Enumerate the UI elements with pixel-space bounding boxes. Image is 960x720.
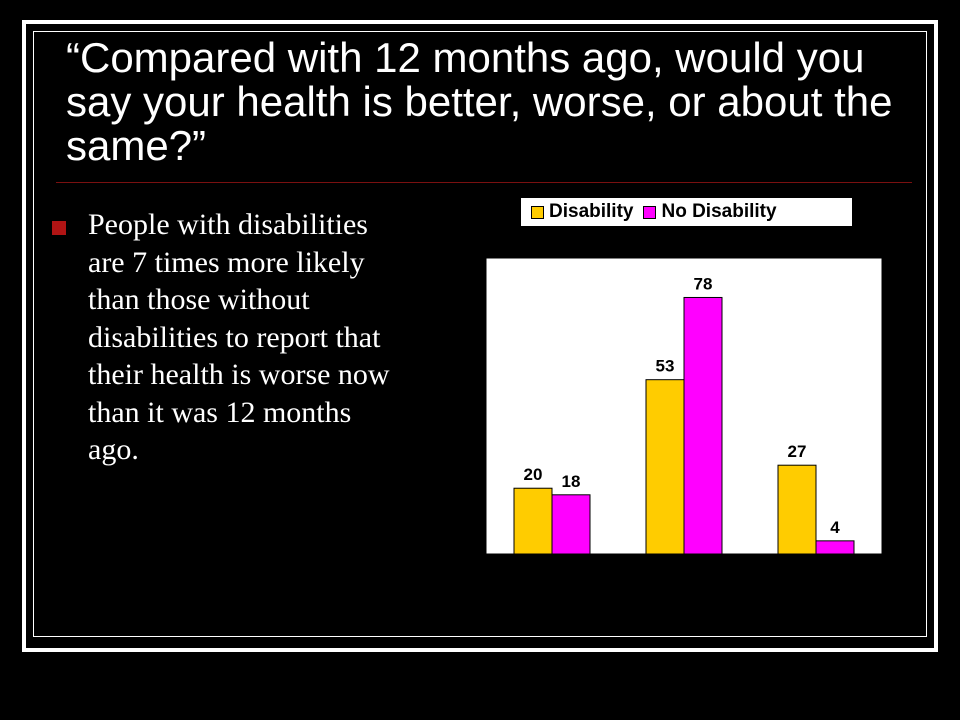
slide-outer-border <box>22 20 938 652</box>
data-label: 27 <box>788 442 807 461</box>
bullet-text: People with disabilities are 7 times mor… <box>88 208 390 466</box>
chart-legend: Disability No Disability <box>520 197 853 227</box>
y-tick-label: 60 <box>459 348 478 367</box>
data-label: 53 <box>656 357 675 376</box>
data-label: 78 <box>694 274 713 293</box>
bar-no-disability <box>551 494 591 555</box>
bar-chart: 0 10 20 30 40 50 60 70 80 90 20 18 Better 53 78 Same 27 4… <box>459 249 883 599</box>
title-divider <box>56 182 912 183</box>
x-tick-label: Worse <box>786 577 847 599</box>
y-tick-label: 70 <box>459 315 478 334</box>
legend-swatch-no-disability <box>643 205 657 219</box>
data-label: 4 <box>830 518 840 537</box>
bar-disability <box>777 464 817 555</box>
legend-item-disability: Disability <box>531 201 633 223</box>
bar-disability <box>645 379 685 555</box>
legend-label-disability: Disability <box>549 201 634 222</box>
data-label: 18 <box>562 472 581 491</box>
legend-item-no-disability: No Disability <box>643 201 777 223</box>
bar-no-disability <box>815 540 855 555</box>
y-tick-label: 40 <box>459 413 478 432</box>
slide-title: “Compared with 12 months ago, would you … <box>66 34 893 169</box>
x-tick-label: Better <box>523 577 581 599</box>
slide-inner-border <box>33 31 927 637</box>
bullet-square-icon <box>52 221 66 235</box>
legend-label-no-disability: No Disability <box>661 201 777 222</box>
y-tick-label: 0 <box>469 545 478 564</box>
data-label: 20 <box>524 465 543 484</box>
legend-swatch-disability <box>531 205 544 219</box>
y-tick-label: 80 <box>459 282 478 301</box>
y-tick-label: 50 <box>459 381 478 400</box>
y-tick-label: 20 <box>459 479 478 498</box>
y-tick-label: 90 <box>459 249 478 268</box>
y-tick-label: 30 <box>459 446 478 465</box>
bar-disability <box>513 487 553 555</box>
bar-no-disability <box>683 296 723 555</box>
x-tick-label: Same <box>657 577 710 599</box>
y-tick-label: 10 <box>459 512 478 531</box>
